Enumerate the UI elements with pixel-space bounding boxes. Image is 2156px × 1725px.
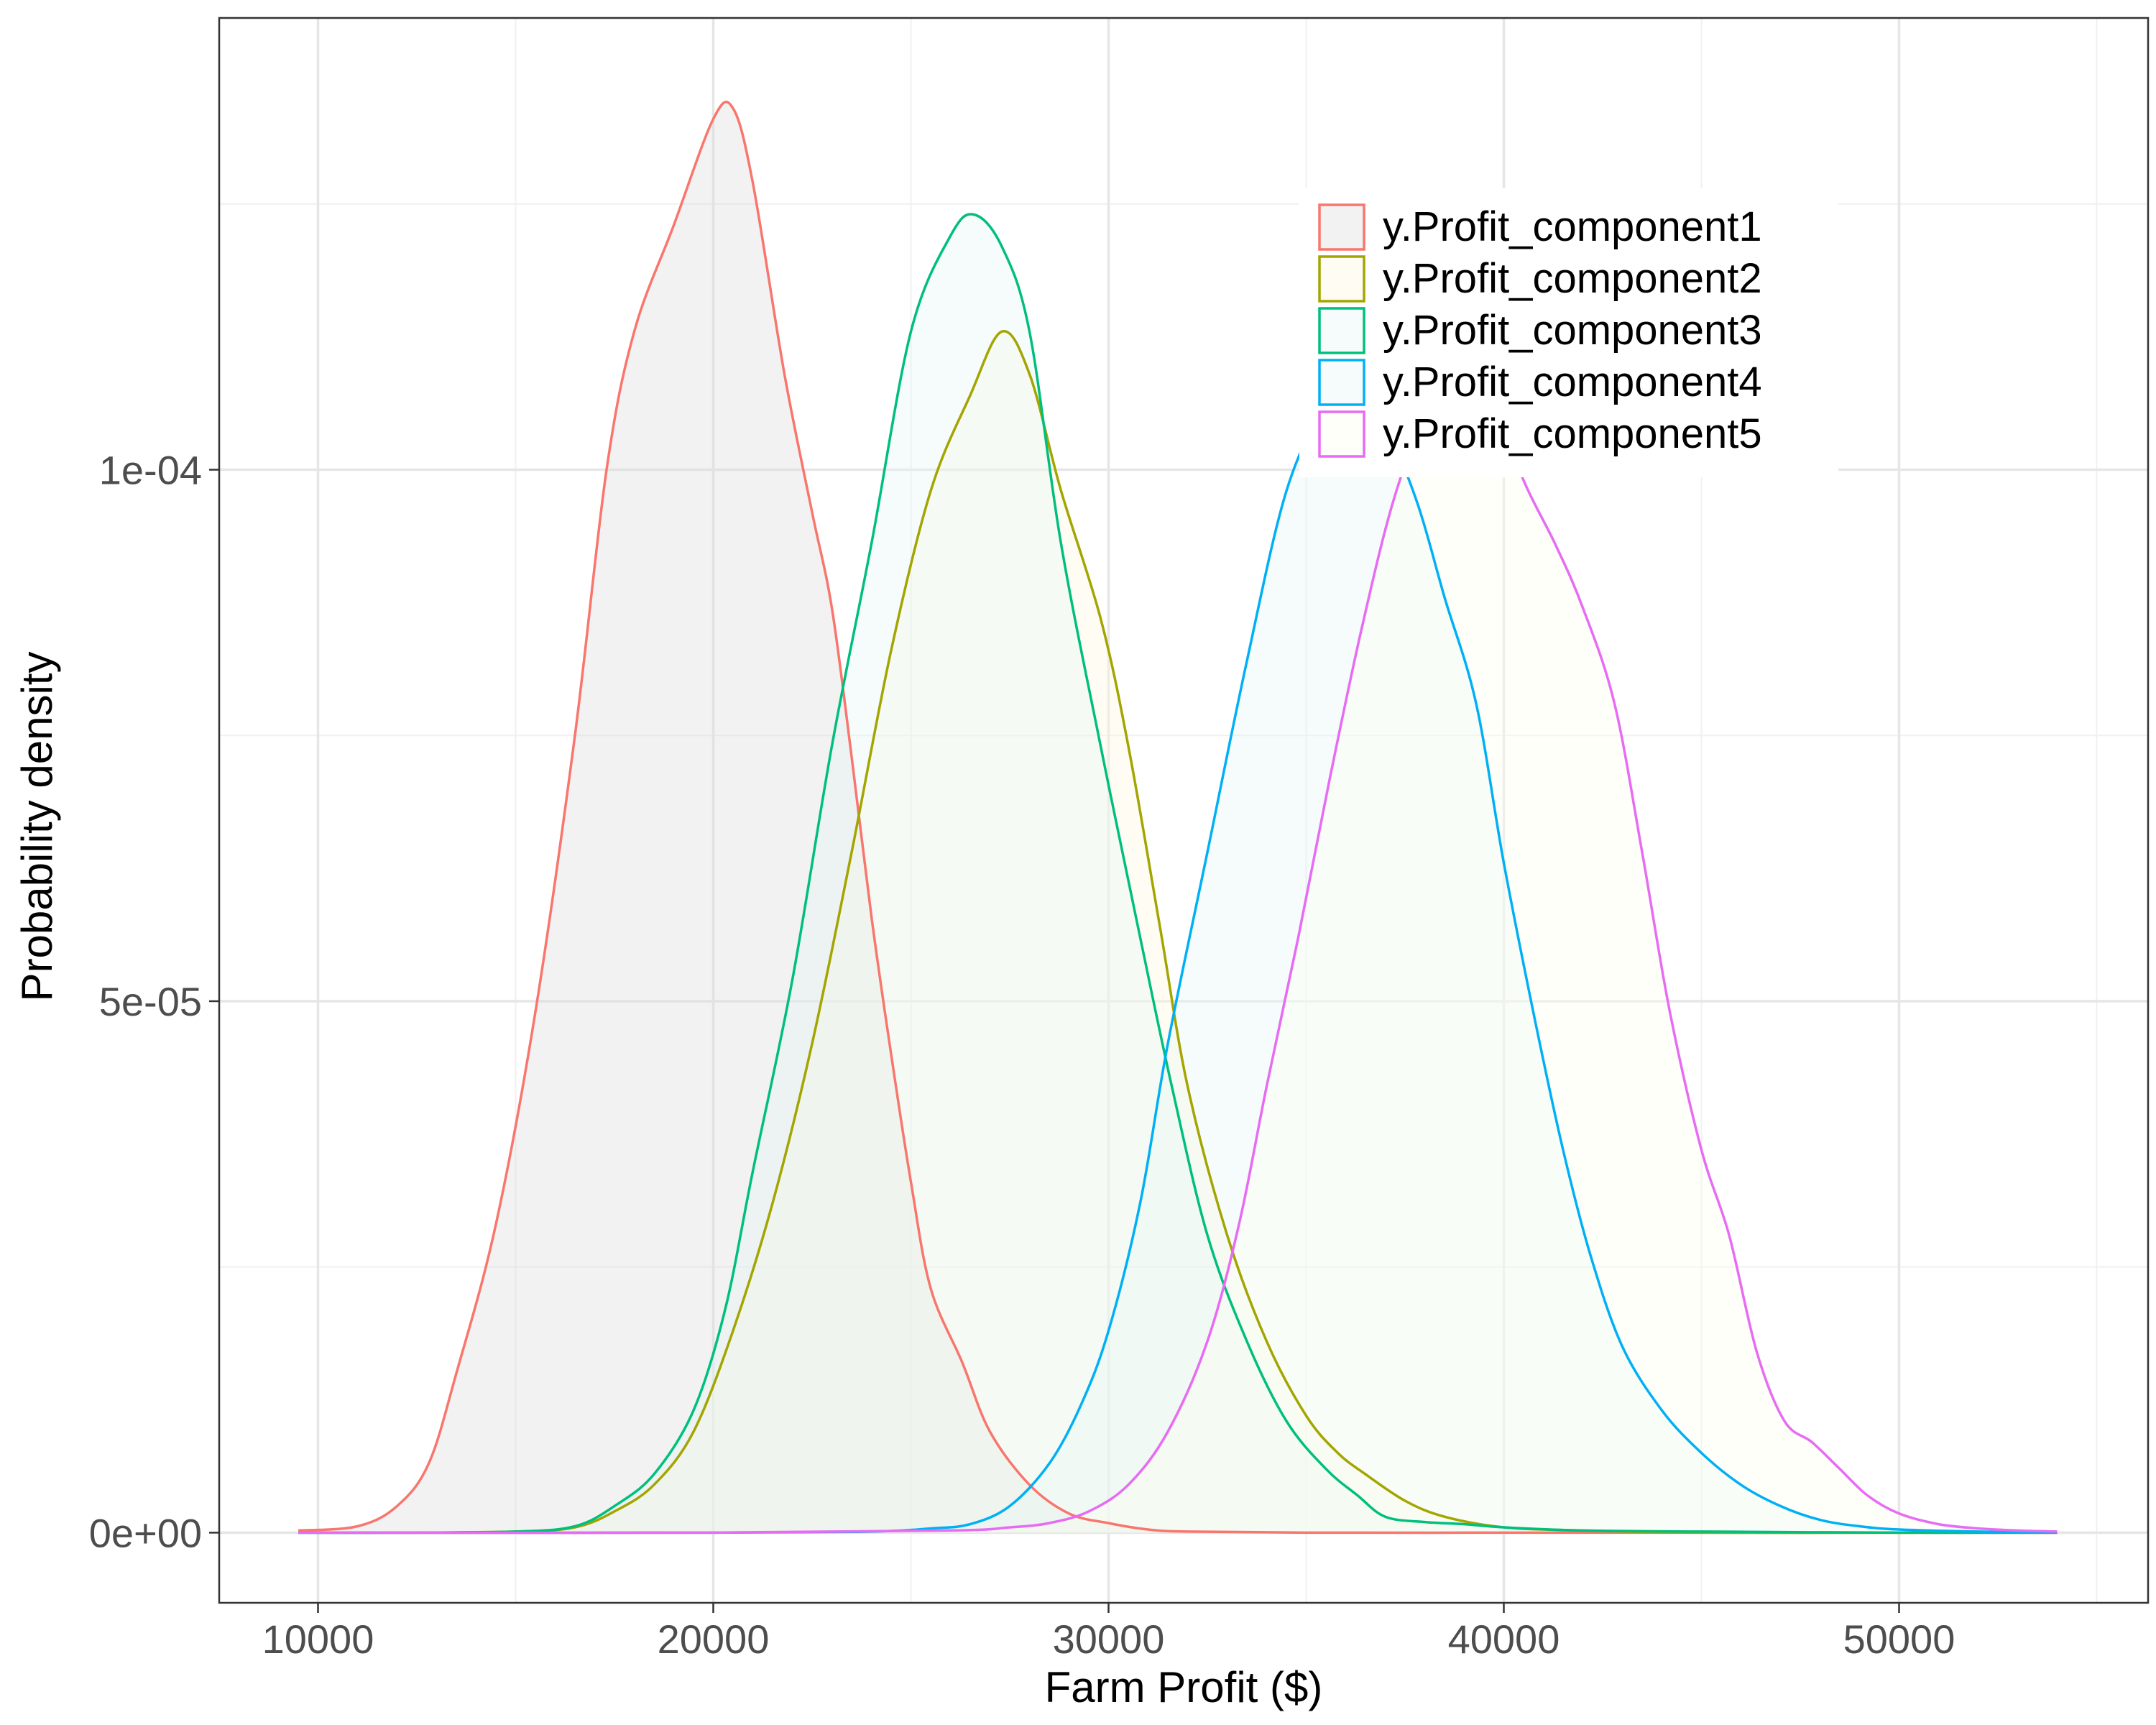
density-area-component5 — [298, 373, 2058, 1533]
density-line-component1 — [298, 101, 2058, 1535]
legend-background — [1299, 188, 1838, 477]
density-areas — [298, 101, 2058, 1533]
y-tick-label: 1e-04 — [99, 448, 202, 493]
legend-key-component5 — [1318, 410, 1365, 458]
density-line-component3 — [298, 213, 2058, 1535]
legend-label-component4: y.Profit_component4 — [1383, 359, 1762, 405]
x-axis: 10000 20000 30000 40000 50000 — [262, 1603, 1955, 1662]
y-tick-label: 0e+00 — [89, 1510, 202, 1555]
y-axis: 0e+00 5e-05 1e-04 — [89, 448, 219, 1555]
density-area-component1 — [298, 101, 2058, 1533]
density-area-component2 — [298, 331, 2058, 1533]
legend-label-component3: y.Profit_component3 — [1383, 307, 1762, 354]
legend-key-component2 — [1318, 255, 1365, 303]
x-tick-label: 50000 — [1843, 1616, 1955, 1662]
plot-panel-border — [218, 17, 2150, 1604]
x-tick-label: 40000 — [1448, 1616, 1560, 1662]
x-tick-label: 30000 — [1053, 1616, 1165, 1662]
legend-label-component2: y.Profit_component2 — [1383, 255, 1762, 302]
x-tick-label: 20000 — [658, 1616, 770, 1662]
density-area-component4 — [298, 392, 2058, 1533]
legend-key-component1 — [1318, 203, 1365, 251]
legend-label-component5: y.Profit_component5 — [1383, 410, 1762, 457]
legend-key-component3 — [1318, 307, 1365, 354]
y-axis-title: Probability density — [13, 652, 61, 1002]
y-tick-label: 5e-05 — [99, 979, 202, 1024]
x-axis-title: Farm Profit ($) — [1045, 1663, 1323, 1711]
legend-key-component4 — [1318, 359, 1365, 406]
density-area-component3 — [298, 214, 2058, 1533]
density-line-component2 — [298, 330, 2058, 1535]
x-tick-label: 10000 — [262, 1616, 374, 1662]
legend: y.Profit_component1 y.Profit_component2 y.… — [1299, 188, 1838, 477]
legend-label-component1: y.Profit_component1 — [1383, 203, 1762, 250]
